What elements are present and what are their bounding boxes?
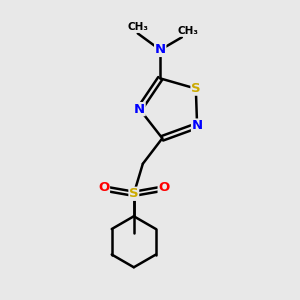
Text: CH₃: CH₃	[127, 22, 148, 32]
Text: N: N	[134, 103, 145, 116]
Text: N: N	[192, 119, 203, 132]
Text: O: O	[98, 181, 110, 194]
Text: N: N	[155, 44, 166, 56]
Text: O: O	[158, 181, 169, 194]
Text: S: S	[191, 82, 201, 95]
Text: S: S	[129, 187, 139, 200]
Text: CH₃: CH₃	[177, 26, 198, 36]
